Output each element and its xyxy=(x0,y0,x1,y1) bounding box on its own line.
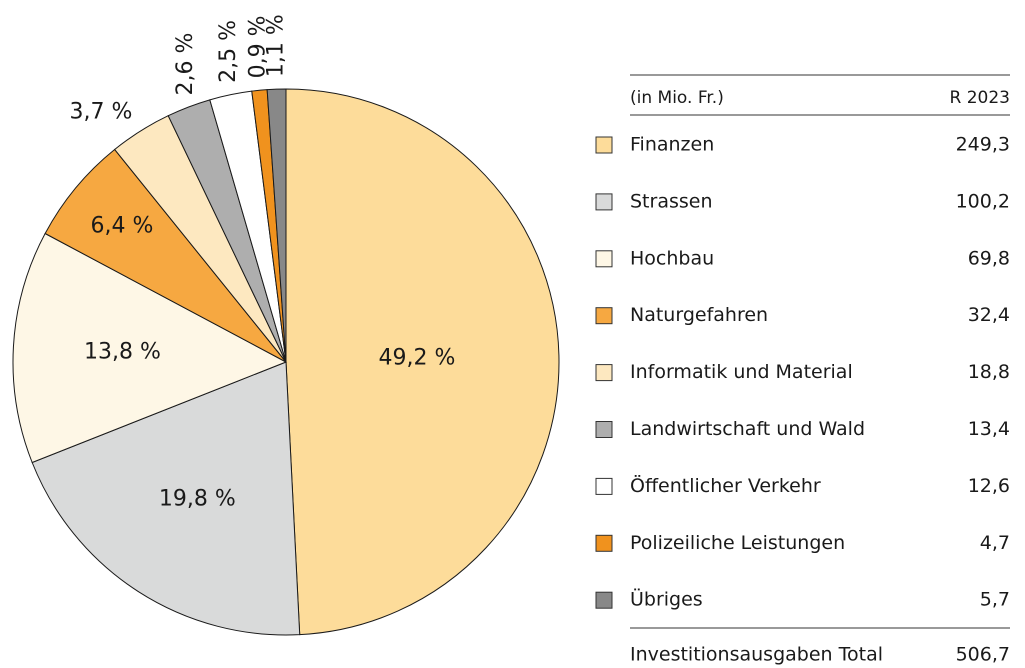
legend-label: Informatik und Material xyxy=(630,361,853,383)
table-amount: 100,2 xyxy=(956,190,1010,212)
legend-swatch xyxy=(595,193,613,211)
table-header-year: R 2023 xyxy=(950,88,1010,108)
table-amount: 12,6 xyxy=(968,475,1010,497)
legend-label: Polizeiliche Leistungen xyxy=(630,532,845,554)
table-amount: 4,7 xyxy=(980,532,1010,554)
total-value: 506,7 xyxy=(956,644,1010,666)
legend-swatch xyxy=(595,307,613,325)
legend-label: Strassen xyxy=(630,190,713,212)
slice-label: 19,8 % xyxy=(159,487,236,512)
slice-label: 2,5 % xyxy=(216,20,241,83)
table-amount: 249,3 xyxy=(956,134,1010,156)
slice-label: 3,7 % xyxy=(70,99,133,124)
pie-slice xyxy=(31,361,301,636)
legend-swatch xyxy=(595,421,613,438)
pie-slice xyxy=(266,88,287,363)
legend-swatch xyxy=(595,591,613,609)
table-amount: 13,4 xyxy=(968,418,1010,440)
slice-label: 2,6 % xyxy=(173,33,198,96)
legend-label: Übriges xyxy=(630,588,703,611)
pie-slice xyxy=(285,88,560,636)
legend-swatch xyxy=(595,136,613,154)
slice-label: 0,9 % xyxy=(246,15,271,78)
legend-swatch xyxy=(595,364,613,382)
table-amount: 5,7 xyxy=(980,589,1010,611)
legend-swatch xyxy=(595,477,613,495)
legend-label: Naturgefahren xyxy=(630,304,768,326)
slice-label: 6,4 % xyxy=(90,213,153,238)
legend-swatch xyxy=(595,534,613,552)
table-amount: 32,4 xyxy=(968,304,1010,326)
legend-label: Finanzen xyxy=(630,134,714,156)
pie-slice xyxy=(12,232,288,464)
legend-label: Landwirtschaft und Wald xyxy=(630,418,865,440)
slice-label: 1,1 % xyxy=(263,14,288,77)
total-label: Investitionsausgaben Total xyxy=(630,644,883,666)
slice-label: 13,8 % xyxy=(84,340,161,365)
slice-label: 49,2 % xyxy=(379,346,456,371)
table-amount: 69,8 xyxy=(968,247,1010,269)
legend-label: Hochbau xyxy=(630,247,714,269)
legend-swatch xyxy=(595,250,613,268)
table-header-label: (in Mio. Fr.) xyxy=(630,88,724,108)
table-amount: 18,8 xyxy=(968,361,1010,383)
legend-label: Öffentlicher Verkehr xyxy=(630,474,821,497)
